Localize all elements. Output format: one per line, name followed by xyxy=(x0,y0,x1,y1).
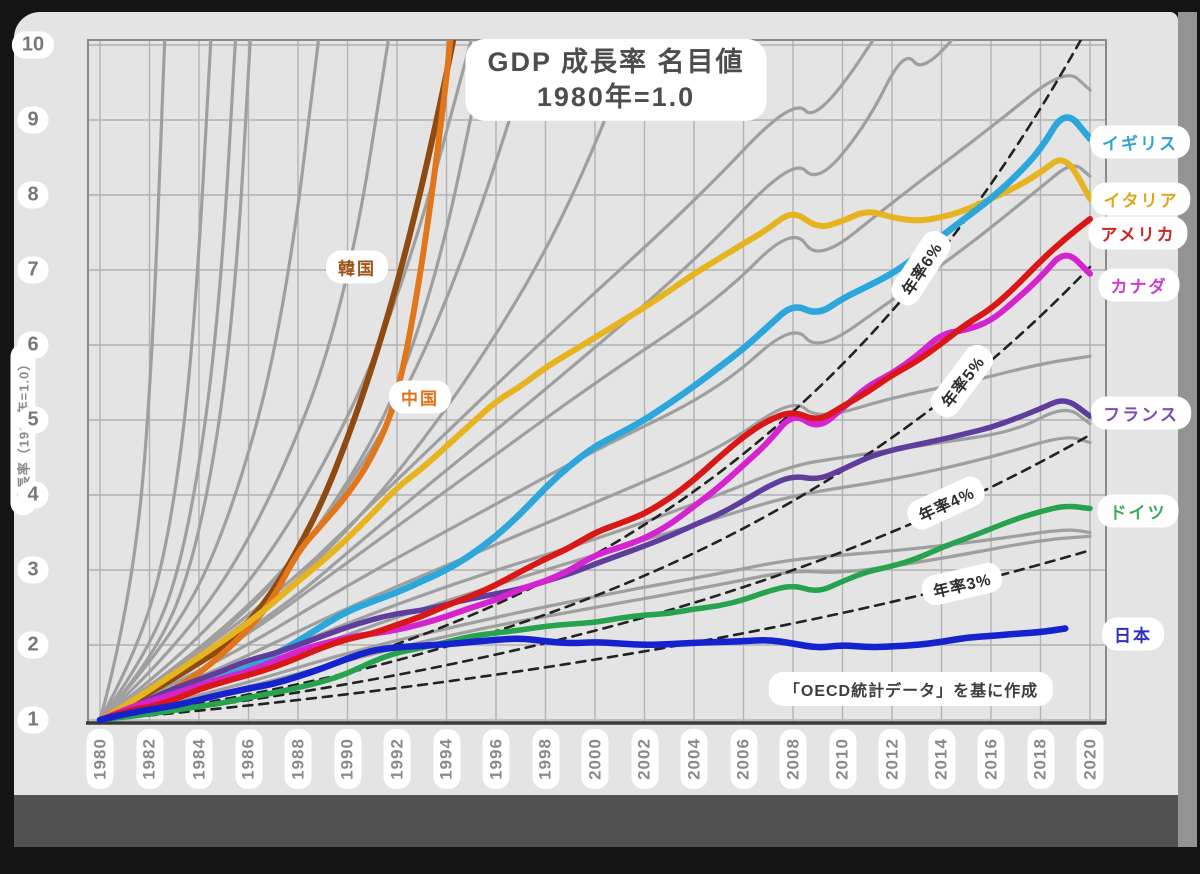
background-country-line xyxy=(98,74,1092,722)
series-line-china xyxy=(97,40,454,723)
background-country-line xyxy=(98,40,321,722)
background-country-line xyxy=(98,40,537,722)
series-line-canada xyxy=(97,252,1093,723)
background-country-line xyxy=(98,40,213,722)
background-country-line xyxy=(98,40,954,722)
background-country-line xyxy=(98,528,1092,722)
series-line-germany xyxy=(97,503,1093,723)
background-country-line xyxy=(98,40,875,722)
series-line-japan xyxy=(96,625,1069,723)
series-line-france xyxy=(97,398,1093,723)
background-country-line xyxy=(98,40,473,722)
background-country-line xyxy=(98,40,238,722)
series-line-italy xyxy=(97,157,1093,723)
series-line-usa xyxy=(97,216,1093,723)
background-country-line xyxy=(98,40,167,722)
background-country-line xyxy=(98,164,1092,722)
photo-bottom-band xyxy=(14,795,1178,847)
series-line-korea xyxy=(97,40,457,723)
rate-line-5pct xyxy=(98,265,1092,722)
background-country-line xyxy=(98,40,252,722)
